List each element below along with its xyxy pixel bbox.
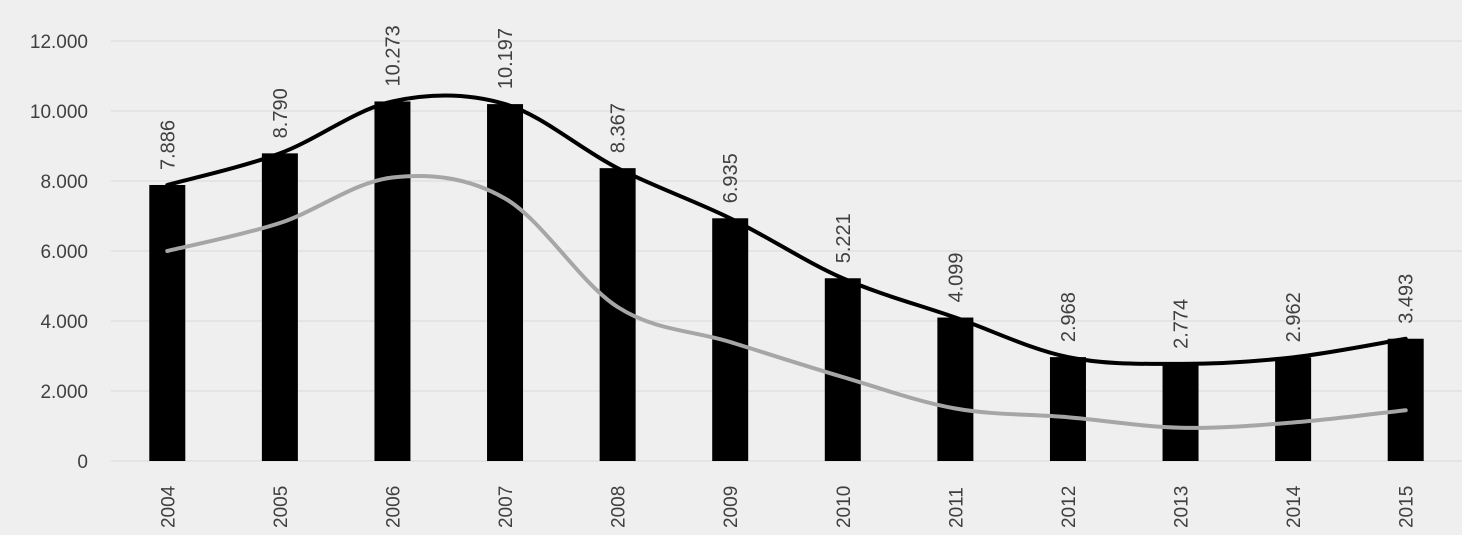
- series-line-black: [165, 93, 1408, 366]
- x-tick-label: 2005: [271, 486, 292, 528]
- bar-data-label: 2.774: [1171, 299, 1193, 349]
- data-labels: 7.886 8.790 10.273 10.197 8.367 6.935 5.221 4.0…: [157, 25, 1417, 349]
- x-tick-label: 2004: [158, 485, 179, 528]
- y-tick-label: 8.000: [40, 172, 88, 193]
- bar: [487, 104, 524, 461]
- bar-data-label: 3.493: [1396, 274, 1418, 324]
- y-tick-label: 6.000: [40, 242, 88, 263]
- bar-data-label: 10.273: [382, 25, 404, 86]
- y-tick-label: 2.000: [40, 382, 88, 403]
- bar: [149, 184, 186, 462]
- x-tick-label: 2010: [834, 486, 855, 528]
- y-tick-label: 10.000: [30, 102, 88, 123]
- bar-data-label: 2.962: [1283, 292, 1305, 342]
- bar: [261, 153, 298, 461]
- y-tick-label: 0: [77, 452, 88, 473]
- bar: [374, 101, 411, 461]
- x-tick-label: 2006: [383, 486, 404, 528]
- bar-data-label: 4.099: [945, 252, 967, 302]
- bar-data-label: 8.790: [270, 88, 292, 138]
- bar-data-label: 5.221: [833, 213, 855, 263]
- bar: [824, 278, 861, 461]
- x-tick-label: 2009: [721, 486, 742, 528]
- bar-data-label: 6.935: [720, 153, 742, 203]
- gridlines: [111, 40, 1462, 462]
- y-tick-label: 4.000: [40, 312, 88, 333]
- x-tick-label: 2015: [1397, 486, 1418, 528]
- x-tick-label: 2011: [946, 487, 967, 528]
- bar-data-label: 10.197: [495, 28, 517, 89]
- bars: [149, 101, 1424, 462]
- x-tick-label: 2008: [609, 486, 630, 528]
- bar-data-label: 7.886: [157, 120, 179, 170]
- bar-data-label: 2.968: [1058, 292, 1080, 342]
- x-tick-label: 2007: [496, 486, 517, 528]
- x-tick-label: 2013: [1172, 486, 1193, 528]
- x-tick-label: 2014: [1284, 485, 1305, 528]
- y-tick-label: 12.000: [30, 32, 88, 53]
- x-axis-tick-labels: 2004 2005 2006 2007 2008 2009 2010 2011 2012 2013…: [158, 485, 1417, 528]
- bar: [1162, 363, 1199, 461]
- x-tick-label: 2012: [1059, 486, 1080, 528]
- y-axis-tick-labels: 0 2.000 4.000 6.000 8.000 10.000 12.000: [30, 32, 88, 473]
- trend-lines: [165, 93, 1408, 430]
- series-line-gray: [165, 174, 1408, 430]
- bar: [1049, 357, 1086, 461]
- bar: [937, 317, 974, 461]
- bar: [1275, 357, 1312, 461]
- bar-data-label: 8.367: [608, 103, 630, 153]
- bar: [1387, 338, 1424, 461]
